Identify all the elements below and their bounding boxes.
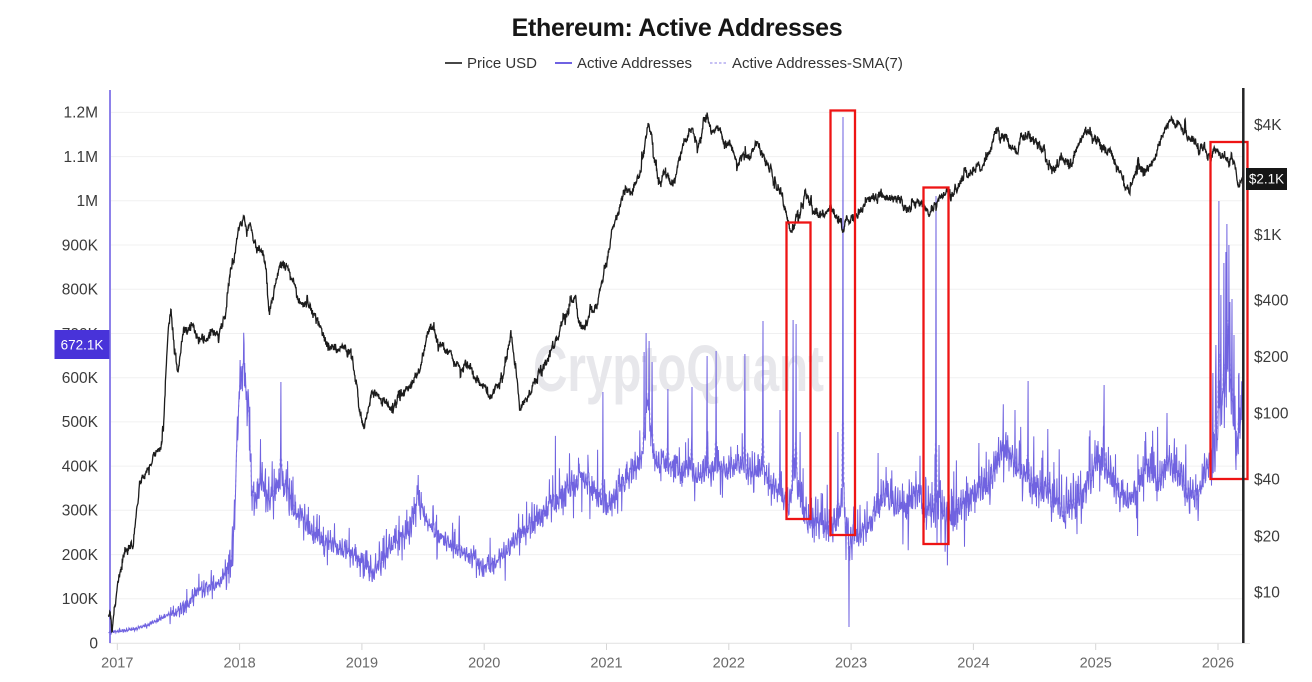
svg-text:800K: 800K [62, 282, 99, 299]
svg-text:$20: $20 [1254, 528, 1280, 545]
svg-text:2025: 2025 [1080, 656, 1112, 672]
svg-text:2024: 2024 [957, 656, 989, 672]
svg-text:1M: 1M [76, 193, 98, 210]
svg-text:900K: 900K [62, 237, 99, 254]
svg-text:2021: 2021 [590, 656, 622, 672]
svg-text:0: 0 [89, 635, 98, 652]
svg-text:2018: 2018 [223, 656, 255, 672]
svg-text:Active Addresses: Active Addresses [577, 55, 692, 72]
svg-text:2020: 2020 [468, 656, 500, 672]
svg-text:2023: 2023 [835, 656, 867, 672]
svg-text:500K: 500K [62, 414, 99, 431]
svg-text:100K: 100K [62, 591, 99, 608]
svg-text:Active Addresses-SMA(7): Active Addresses-SMA(7) [732, 55, 903, 72]
svg-text:2022: 2022 [713, 656, 745, 672]
svg-text:200K: 200K [62, 547, 99, 564]
svg-text:$100: $100 [1254, 405, 1289, 422]
svg-text:2019: 2019 [346, 656, 378, 672]
svg-text:1.2M: 1.2M [64, 105, 98, 122]
svg-text:CryptoQuant: CryptoQuant [533, 331, 824, 405]
svg-text:$10: $10 [1254, 584, 1280, 601]
svg-text:$4K: $4K [1254, 117, 1282, 134]
svg-text:1.1M: 1.1M [64, 149, 98, 166]
svg-text:300K: 300K [62, 503, 99, 520]
svg-text:672.1K: 672.1K [61, 338, 104, 353]
svg-text:$200: $200 [1254, 349, 1289, 366]
svg-text:600K: 600K [62, 370, 99, 387]
svg-text:2017: 2017 [101, 656, 133, 672]
svg-text:Price USD: Price USD [467, 55, 537, 72]
svg-text:$40: $40 [1254, 471, 1280, 488]
svg-text:2026: 2026 [1202, 656, 1234, 672]
svg-text:400K: 400K [62, 458, 99, 475]
svg-text:$400: $400 [1254, 292, 1289, 309]
svg-text:Ethereum: Active Addresses: Ethereum: Active Addresses [512, 14, 843, 42]
svg-text:$1K: $1K [1254, 227, 1282, 244]
svg-text:$2.1K: $2.1K [1249, 172, 1284, 187]
